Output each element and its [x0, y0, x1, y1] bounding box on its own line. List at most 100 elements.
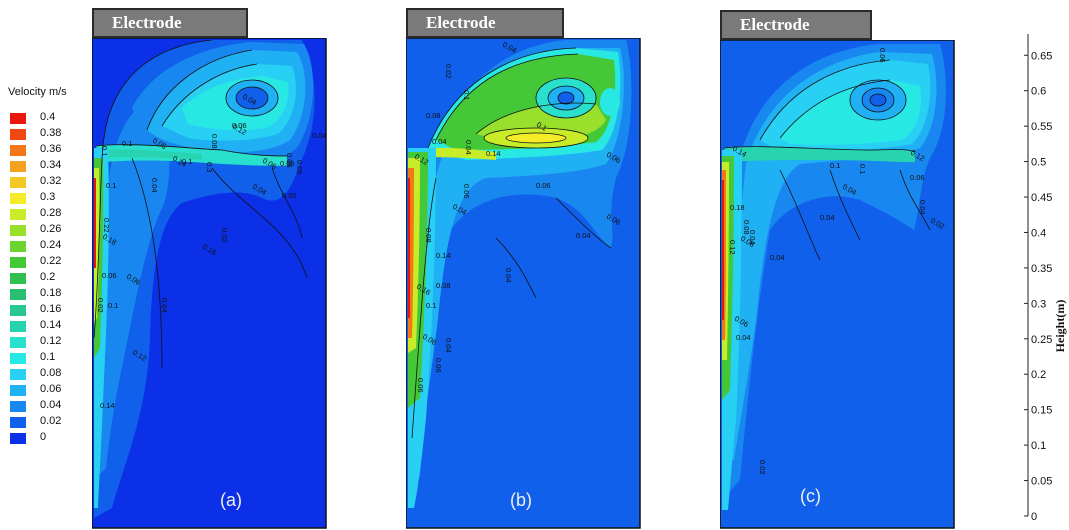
y-tick-label: 0.3 — [1031, 298, 1046, 310]
contour-label: 0.1 — [108, 301, 118, 310]
y-tick-label: 0.6 — [1031, 86, 1046, 98]
y-tick-label: 0.5 — [1031, 157, 1046, 169]
legend-swatch — [10, 289, 26, 300]
legend-label: 0.36 — [40, 143, 62, 155]
contour-label: 0.06 — [416, 378, 425, 393]
contour-label: 0.08 — [424, 228, 433, 243]
electrode-header: Electrode — [92, 8, 248, 38]
legend-label: 0.1 — [40, 351, 56, 363]
y-tick-label: 0 — [1031, 511, 1037, 523]
legend-label: 0.34 — [40, 159, 62, 171]
contour-label: 0.1 — [830, 161, 840, 170]
legend-swatch — [10, 145, 26, 156]
legend-swatch — [10, 353, 26, 364]
legend-swatch — [10, 129, 26, 140]
legend-label: 0.3 — [40, 191, 56, 203]
contour-label: 0.12 — [728, 240, 737, 255]
y-tick-label: 0.65 — [1031, 50, 1052, 62]
contour-label: 0.04 — [504, 268, 513, 283]
legend-swatch — [10, 193, 26, 204]
contour-label: 0.06 — [232, 121, 247, 130]
contour-label: 0.06 — [462, 184, 471, 199]
contour-label: 0.08 — [436, 281, 451, 290]
legend-label: 0.16 — [40, 303, 62, 315]
axis-title: Height(m) — [1053, 300, 1067, 353]
legend-label: 0.04 — [40, 399, 62, 411]
height-axis: Height(m) 0.65 0.6 0.55 0.5 0.45 0.4 0.35 0.3 0.… — [1024, 34, 1067, 523]
legend-swatch — [10, 113, 26, 124]
contour-label: 0.06 — [910, 173, 925, 182]
legend-swatch — [10, 257, 26, 268]
contour-label: 0.06 — [878, 48, 887, 63]
contour-label: 0.02 — [96, 298, 105, 313]
contour-label: 0.04 — [432, 137, 447, 146]
legend-label: 0.18 — [40, 287, 62, 299]
contour-label: 0.1 — [858, 164, 867, 174]
jet-ellipse-core — [506, 133, 566, 143]
legend-label: 0.08 — [40, 367, 62, 379]
legend-swatch — [10, 241, 26, 252]
contour-label: 0.1 — [462, 90, 471, 100]
legend-swatch — [10, 417, 26, 428]
legend-swatch — [10, 337, 26, 348]
legend-swatch — [10, 209, 26, 220]
contour-label: 0.04 — [312, 131, 327, 140]
legend-swatch — [10, 225, 26, 236]
legend-label: 0.22 — [40, 255, 62, 267]
contour-label: 0.02 — [282, 191, 297, 200]
contour-label: 0.08 — [426, 111, 441, 120]
contour-lines — [723, 59, 931, 261]
contour-label: 0.02 — [220, 228, 229, 243]
y-tick-label: 0.1 — [1031, 440, 1046, 452]
vortex-core — [236, 87, 268, 109]
legend-swatch — [10, 273, 26, 284]
contour-label: 0.06 — [536, 181, 551, 190]
jet-horizontal — [724, 146, 915, 162]
contour-label: 0.06 — [102, 271, 117, 280]
contour-label: 0.22 — [102, 218, 111, 233]
legend-swatch — [10, 369, 26, 380]
contour-label: 0.02 — [758, 460, 767, 475]
legend-label: 0.12 — [40, 335, 62, 347]
legend-label: 0.2 — [40, 271, 56, 283]
contour-label: 0.04 — [576, 231, 591, 240]
contour-label: 0.06 — [434, 358, 443, 373]
wall-jet-peak — [408, 178, 410, 318]
contour-labels-a: 0.10.040.060.080.12 0.040.060.050.10.050.… — [96, 92, 327, 410]
legend-label: 0.14 — [40, 319, 62, 331]
contour-label: 0.05 — [295, 160, 304, 175]
legend-label: 0.4 — [40, 111, 56, 123]
velocity-field-a: 0.10.040.060.080.12 0.040.060.050.10.050.… — [92, 38, 327, 529]
panel-label-c: (c) — [800, 486, 821, 506]
contour-label: 0.1 — [106, 181, 116, 190]
contour-label: 0.04 — [464, 140, 473, 155]
contour-label: 0.08 — [742, 220, 751, 235]
vortex-core — [870, 94, 886, 106]
velocity-field-b: 0.020.040.080.10.10.04 0.040.12 0.140.060.… — [406, 38, 641, 529]
legend-label: 0.26 — [40, 223, 62, 235]
legend-title: Velocity m/s — [8, 86, 67, 98]
legend-label: 0.24 — [40, 239, 62, 251]
contour-label: 0.14 — [100, 401, 115, 410]
electrode-header: Electrode — [720, 10, 872, 40]
legend-swatch — [10, 433, 26, 444]
contour-label: 0.02 — [444, 64, 453, 79]
velocity-field-c: 0.060.120.1 0.10.040.060.040.020.040.040.… — [720, 40, 955, 529]
contour-label: 0.14 — [486, 149, 501, 158]
contour-label: 0.14 — [436, 251, 451, 260]
contour-label: 0.04 — [918, 200, 927, 215]
legend-label: 0.38 — [40, 127, 62, 139]
contour-label: 0.18 — [730, 203, 745, 212]
legend-swatch — [10, 161, 26, 172]
y-tick-label: 0.05 — [1031, 476, 1052, 488]
y-tick-label: 0.25 — [1031, 334, 1052, 346]
legend-swatch — [10, 385, 26, 396]
contour-label: 0.08 — [210, 134, 219, 149]
legend-label: 0.28 — [40, 207, 62, 219]
y-tick-label: 0.55 — [1031, 121, 1052, 133]
contour-labels-b: 0.020.040.080.10.10.04 0.040.12 0.140.060.… — [413, 40, 622, 393]
contour-label: 0.04 — [736, 333, 751, 342]
legend-label: 0.06 — [40, 383, 62, 395]
contour-label: 0.04 — [160, 298, 169, 313]
